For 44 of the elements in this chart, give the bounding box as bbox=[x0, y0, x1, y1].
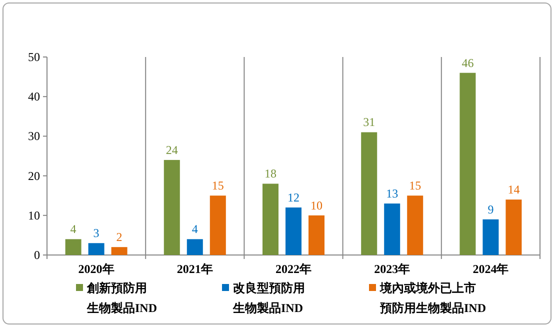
bar bbox=[111, 247, 128, 255]
bar bbox=[384, 204, 400, 255]
bar bbox=[482, 219, 499, 255]
bar bbox=[210, 196, 226, 255]
bar bbox=[262, 184, 278, 255]
bar bbox=[286, 207, 302, 255]
data-label: 15 bbox=[409, 178, 422, 193]
bar bbox=[164, 160, 180, 255]
data-label: 18 bbox=[264, 166, 276, 181]
y-tick-label: 40 bbox=[28, 90, 40, 104]
data-label: 13 bbox=[386, 186, 398, 201]
bar bbox=[506, 200, 522, 255]
data-label: 31 bbox=[363, 115, 376, 130]
legend-label: 境內或境外已上市預防用生物製品IND bbox=[379, 281, 486, 315]
x-tick-label: 2021年 bbox=[176, 262, 213, 276]
x-tick-label: 2022年 bbox=[276, 262, 312, 276]
bar bbox=[88, 243, 104, 255]
y-tick-label: 10 bbox=[28, 208, 40, 222]
data-label: 3 bbox=[93, 226, 100, 240]
x-tick-label: 2020年 bbox=[78, 262, 114, 276]
y-tick-label: 50 bbox=[28, 50, 40, 64]
y-tick-label: 0 bbox=[34, 248, 40, 262]
legend-label: 改良型預防用生物製品IND bbox=[232, 281, 305, 315]
bar bbox=[407, 196, 424, 255]
data-label: 4 bbox=[70, 222, 76, 236]
x-tick-label: 2024年 bbox=[472, 262, 509, 276]
bar bbox=[186, 239, 203, 255]
bar bbox=[65, 239, 82, 255]
bar bbox=[308, 215, 324, 255]
data-label: 15 bbox=[212, 178, 224, 193]
data-label: 2 bbox=[116, 230, 122, 244]
x-tick-label: 2023年 bbox=[374, 262, 410, 276]
data-label: 10 bbox=[310, 198, 322, 212]
y-tick-label: 20 bbox=[28, 168, 40, 183]
data-label: 46 bbox=[462, 56, 474, 70]
bar bbox=[460, 72, 476, 255]
data-label: 14 bbox=[508, 182, 520, 197]
data-label: 12 bbox=[288, 190, 300, 204]
data-label: 9 bbox=[488, 202, 494, 216]
legend-label: 創新預防用生物製品IND bbox=[86, 281, 158, 315]
data-label: 4 bbox=[192, 222, 198, 236]
data-label: 24 bbox=[166, 142, 178, 157]
bar bbox=[361, 132, 378, 255]
y-tick-label: 30 bbox=[28, 129, 40, 144]
